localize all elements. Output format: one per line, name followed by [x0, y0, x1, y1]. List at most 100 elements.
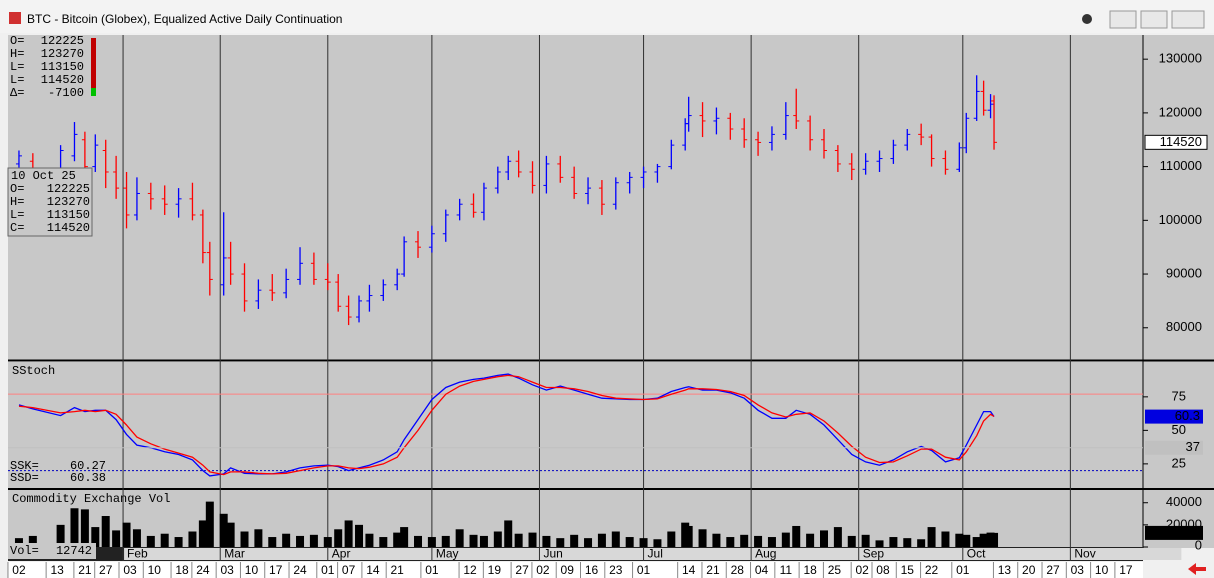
marker-label: 37 [1186, 439, 1200, 454]
month-label: Feb [127, 547, 148, 561]
readout-label: C= [10, 221, 24, 235]
x-tick-label: 13 [50, 563, 64, 577]
x-tick-label: 07 [342, 563, 356, 577]
minimize-button[interactable] [1109, 10, 1137, 29]
x-tick-label: 16 [585, 563, 599, 577]
readout-value: 123270 [47, 195, 90, 209]
volume-bar [740, 534, 749, 547]
month-label: Mar [224, 547, 245, 561]
x-tick-label: 11 [780, 563, 793, 577]
x-tick-label: 21 [391, 563, 405, 577]
volume-bar [198, 520, 207, 547]
volume-bar [875, 540, 884, 547]
x-tick-label: 01 [425, 563, 439, 577]
y-tick-label: 130000 [1159, 51, 1202, 66]
window-title: BTC - Bitcoin (Globex), Equalized Active… [27, 12, 342, 26]
x-tick-label: 24 [196, 563, 210, 577]
volume-bar [323, 537, 332, 547]
volume-bar [393, 532, 402, 547]
x-tick-label: 02 [12, 563, 26, 577]
stoch-line [18, 374, 995, 476]
record-button[interactable] [1082, 14, 1092, 24]
volume-bar [625, 537, 634, 547]
x-tick-label: 10 [1095, 563, 1109, 577]
readout-label: O= [10, 182, 24, 196]
close-button[interactable] [1171, 10, 1205, 29]
volume-bar [282, 533, 291, 547]
month-label: Nov [1074, 547, 1095, 561]
maximize-button[interactable] [1140, 10, 1168, 29]
volume-bar [91, 527, 100, 547]
x-tick-label: 03 [1071, 563, 1085, 577]
panel-title: SStoch [12, 364, 55, 378]
volume-bar [820, 530, 828, 547]
x-tick-label: 15 [901, 563, 915, 577]
readout-label: O= [10, 34, 24, 48]
marker-label: 12742 [1164, 524, 1200, 539]
volume-bar [698, 529, 707, 547]
x-tick-label: 03 [123, 563, 137, 577]
y-tick-label: 25 [1172, 455, 1186, 470]
x-tick-label: 08 [876, 563, 890, 577]
x-tick-label: 01 [637, 563, 651, 577]
volume-bar [334, 529, 343, 547]
volume-bar [570, 534, 579, 547]
x-tick-label: 25 [828, 563, 842, 577]
volume-bar [861, 534, 870, 547]
x-tick-label: 22 [925, 563, 939, 577]
volume-bar [365, 533, 374, 547]
month-label: Apr [332, 547, 351, 561]
x-tick-label: 18 [175, 563, 189, 577]
panel-title: Commodity Exchange Vol [12, 492, 170, 506]
volume-bar [889, 537, 898, 547]
volume-readout-label: Vol= [10, 544, 39, 558]
volume-bar [542, 535, 551, 547]
volume-bar [146, 535, 155, 547]
volume-readout-value: 12742 [56, 544, 92, 558]
volume-bar [806, 533, 815, 547]
x-tick-label: 14 [366, 563, 380, 577]
month-label-bg [328, 548, 439, 560]
x-tick-label: 02 [855, 563, 869, 577]
volume-bar [296, 535, 305, 547]
volume-bar [597, 533, 606, 547]
volume-bar [344, 520, 353, 547]
month-label: May [436, 547, 459, 561]
volume-bar [927, 527, 936, 547]
month-label-bg [963, 548, 1074, 560]
date-readout-box [7, 167, 93, 237]
x-tick-label: 17 [269, 563, 283, 577]
legend-value: 60.27 [70, 459, 106, 473]
marker-box [1145, 409, 1203, 424]
volume-bar [990, 532, 999, 547]
legend-label: SSK= [10, 459, 39, 473]
volume-bar [441, 535, 450, 547]
x-tick-label: 27 [515, 563, 529, 577]
month-label-bg [124, 548, 235, 560]
readout-value: -7100 [48, 86, 84, 100]
y-tick-label: 90000 [1166, 265, 1202, 280]
readout-box [8, 35, 90, 98]
x-tick-label: 10 [148, 563, 162, 577]
y-tick-label: 40000 [1166, 494, 1202, 509]
volume-bar [479, 535, 488, 547]
volume-bar [14, 538, 23, 547]
month-label: Sep [863, 547, 885, 561]
readout-value: 123270 [41, 47, 84, 61]
y-tick-label: 110000 [1160, 158, 1202, 173]
volume-bar [917, 539, 926, 547]
volume-bar [56, 524, 65, 547]
readout-label: H= [10, 47, 24, 61]
scroll-arrow[interactable] [1188, 563, 1206, 575]
volume-bar [754, 535, 763, 547]
volume-bar [514, 533, 523, 547]
x-tick-label: 21 [78, 563, 92, 577]
volume-bar [528, 532, 537, 547]
readout-value: 114520 [47, 221, 90, 235]
volume-bar [427, 537, 436, 547]
marker-label: 60.3 [1175, 408, 1200, 423]
volume-bar [584, 538, 593, 547]
x-tick-label: 17 [1119, 563, 1133, 577]
y-tick-label: 80000 [1166, 319, 1202, 334]
